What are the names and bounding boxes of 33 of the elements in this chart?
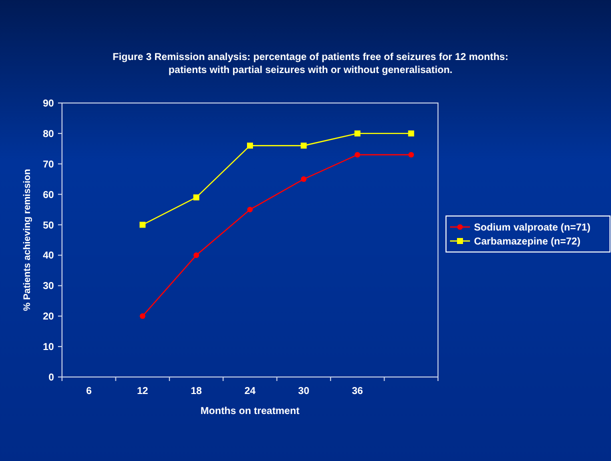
x-tick-label: 24 [244, 386, 256, 397]
x-tick-label: 30 [298, 386, 310, 397]
point [247, 206, 253, 212]
x-tick-label: 18 [190, 386, 202, 397]
y-axis-title: % Patients achieving remission [22, 168, 33, 312]
x-axis-title: Months on treatment [200, 406, 300, 417]
y-tick-label: 80 [42, 128, 54, 140]
x-tick-label: 36 [352, 386, 364, 397]
point [247, 142, 253, 149]
y-tick-label: 10 [42, 342, 54, 354]
x-tick-label: 6 [86, 386, 92, 397]
point [300, 176, 307, 182]
y-tick-label: 20 [42, 312, 54, 323]
y-tick-label: 0 [48, 372, 54, 384]
point [140, 313, 146, 319]
y-tick-label: 70 [42, 159, 54, 170]
point [408, 152, 414, 158]
x-tick-label: 12 [137, 386, 149, 397]
point [300, 142, 307, 149]
point [354, 152, 360, 158]
legend-label: Carbamazepine (n=72) [474, 236, 580, 248]
point [408, 130, 414, 136]
y-tick-label: 40 [42, 250, 54, 262]
legend-label: Sodium valproate (n=71) [474, 222, 590, 234]
point [354, 130, 360, 136]
y-tick-label: 60 [42, 190, 54, 201]
point [140, 222, 146, 228]
point [193, 194, 200, 200]
y-tick-label: 30 [42, 281, 54, 292]
y-tick-label: 50 [42, 220, 54, 232]
point [193, 252, 200, 258]
chart-title: Figure 3 Remission analysis: percentage of patients free of seizures for 12 months: patients with partial seizures with or without generalisation. [112, 52, 508, 76]
y-tick-label: 90 [42, 98, 54, 110]
